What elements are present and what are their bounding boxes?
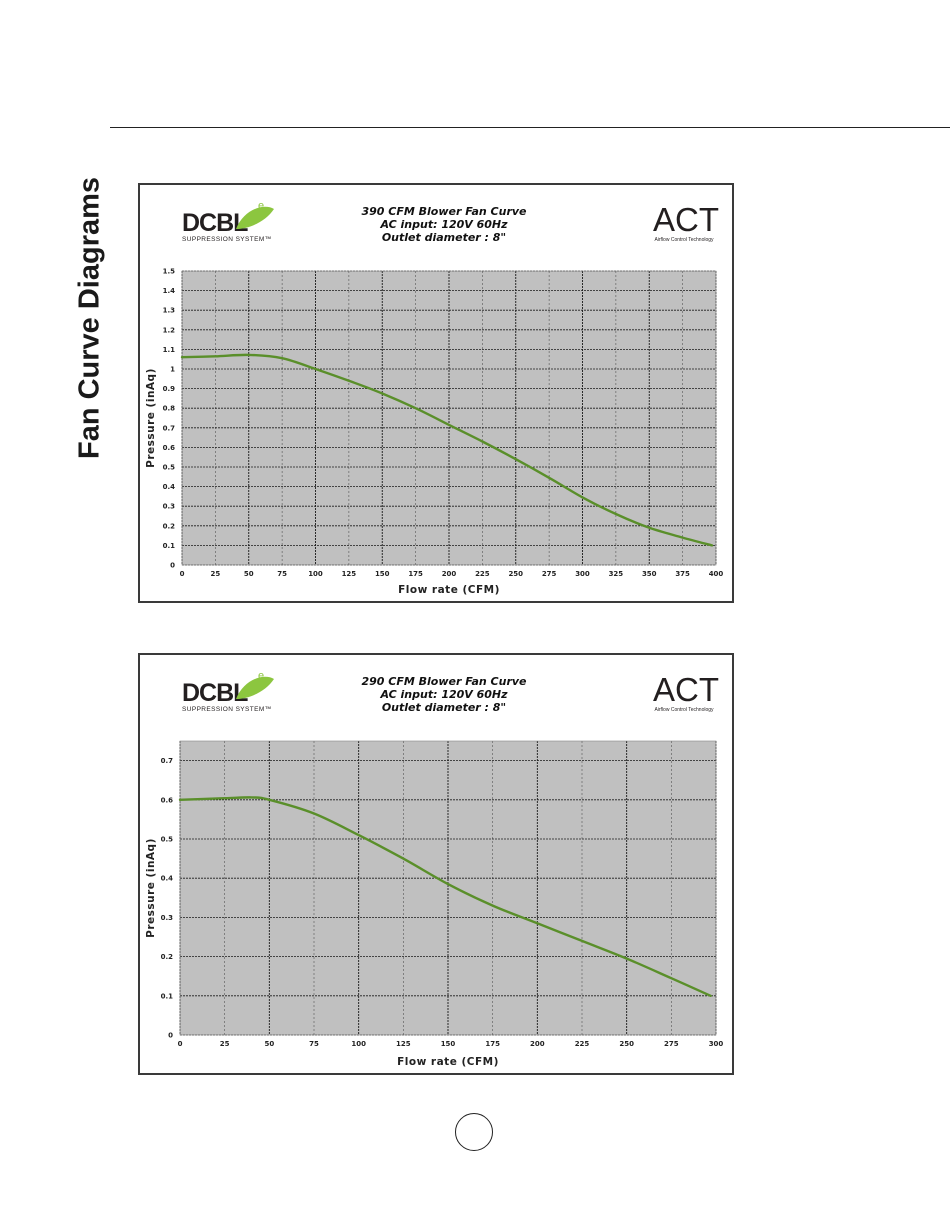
act-tagline: Airflow Control Technology bbox=[654, 237, 714, 243]
x-tick-label: 275 bbox=[542, 570, 557, 578]
y-tick-label: 1.1 bbox=[163, 346, 176, 354]
x-tick-label: 50 bbox=[244, 570, 254, 578]
chart-title: 390 CFM Blower Fan Curve bbox=[361, 205, 527, 218]
x-tick-label: 300 bbox=[575, 570, 590, 578]
y-tick-label: 0.4 bbox=[163, 483, 176, 491]
y-tick-label: 0.6 bbox=[161, 796, 174, 804]
y-tick-label: 0.7 bbox=[161, 757, 174, 765]
gridlines bbox=[181, 270, 717, 566]
y-tick-label: 0.1 bbox=[163, 542, 176, 550]
y-tick-label: 1 bbox=[170, 366, 175, 374]
x-tick-label: 250 bbox=[508, 570, 523, 578]
x-tick-label: 175 bbox=[485, 1040, 500, 1048]
y-tick-label: 0.7 bbox=[163, 424, 176, 432]
fan-curve-line bbox=[178, 796, 712, 997]
x-tick-label: 200 bbox=[442, 570, 457, 578]
y-tick-label: 1.4 bbox=[163, 287, 176, 295]
page-number-circle bbox=[455, 1113, 493, 1151]
x-tick-label: 275 bbox=[664, 1040, 679, 1048]
chart-title: 290 CFM Blower Fan Curve bbox=[361, 675, 527, 688]
y-tick-label: 0.6 bbox=[163, 444, 176, 452]
chart-subtitle-line: Outlet diameter : 8" bbox=[382, 231, 506, 244]
y-tick-label: 0.5 bbox=[163, 464, 176, 472]
leaf-icon bbox=[236, 206, 274, 229]
y-tick-label: 0 bbox=[168, 1032, 173, 1040]
y-tick-label: 0.4 bbox=[161, 875, 174, 883]
y-tick-label: 1.5 bbox=[163, 268, 176, 276]
act-tagline: Airflow Control Technology bbox=[654, 707, 714, 713]
chart-subtitle-line: AC input: 120V 60Hz bbox=[379, 218, 508, 231]
y-tick-label: 0.9 bbox=[163, 385, 176, 393]
x-tick-label: 225 bbox=[575, 1040, 590, 1048]
dcbl-superscript: e bbox=[258, 670, 264, 682]
chart-subtitle-line: Outlet diameter : 8" bbox=[382, 701, 506, 714]
y-tick-label: 0.1 bbox=[161, 992, 174, 1000]
x-tick-label: 150 bbox=[375, 570, 390, 578]
x-tick-label: 400 bbox=[709, 570, 724, 578]
fan-curve-line bbox=[180, 353, 714, 547]
x-tick-label: 200 bbox=[530, 1040, 545, 1048]
page-heading: Fan Curve Diagrams bbox=[73, 176, 106, 460]
dcbl-logo-text: DCBL bbox=[182, 209, 248, 237]
x-tick-label: 25 bbox=[211, 570, 221, 578]
y-axis-label: Pressure (inAq) bbox=[145, 368, 157, 468]
leaf-icon bbox=[236, 676, 274, 699]
y-axis-label: Pressure (inAq) bbox=[145, 838, 157, 938]
y-tick-label: 0.3 bbox=[163, 503, 176, 511]
act-logo-text: ACT bbox=[653, 671, 719, 708]
x-tick-label: 0 bbox=[178, 1040, 183, 1048]
x-tick-label: 300 bbox=[709, 1040, 724, 1048]
y-tick-label: 0.8 bbox=[163, 405, 176, 413]
y-tick-label: 1.3 bbox=[163, 307, 176, 315]
x-tick-label: 100 bbox=[351, 1040, 366, 1048]
x-tick-label: 175 bbox=[408, 570, 423, 578]
fan-curve-chart-390: DCBL e SUPPRESSION SYSTEM™ ACT Airflow Contr… bbox=[138, 183, 734, 603]
x-tick-label: 375 bbox=[675, 570, 690, 578]
dcbl-tagline: SUPPRESSION SYSTEM™ bbox=[182, 706, 272, 713]
x-tick-label: 225 bbox=[475, 570, 490, 578]
x-axis-label: Flow rate (CFM) bbox=[398, 584, 500, 596]
y-tick-label: 0.5 bbox=[161, 836, 174, 844]
x-tick-label: 150 bbox=[441, 1040, 456, 1048]
x-tick-label: 0 bbox=[180, 570, 185, 578]
chart-subtitle-line: AC input: 120V 60Hz bbox=[379, 688, 508, 701]
x-tick-label: 75 bbox=[277, 570, 287, 578]
x-tick-label: 125 bbox=[396, 1040, 411, 1048]
plot-border bbox=[179, 740, 717, 1036]
dcbl-superscript: e bbox=[258, 200, 264, 212]
y-tick-label: 1.2 bbox=[163, 326, 176, 334]
x-tick-label: 250 bbox=[619, 1040, 634, 1048]
x-tick-label: 125 bbox=[342, 570, 357, 578]
dcbl-logo-text: DCBL bbox=[182, 679, 248, 707]
dcbl-tagline: SUPPRESSION SYSTEM™ bbox=[182, 236, 272, 243]
act-logo-text: ACT bbox=[653, 201, 719, 238]
x-tick-label: 25 bbox=[220, 1040, 230, 1048]
x-tick-label: 50 bbox=[264, 1040, 274, 1048]
x-tick-label: 75 bbox=[309, 1040, 319, 1048]
plot-border bbox=[181, 270, 717, 566]
fan-curve-chart-290: DCBL e SUPPRESSION SYSTEM™ ACT Airflow Contr… bbox=[138, 653, 734, 1075]
x-tick-label: 350 bbox=[642, 570, 657, 578]
y-tick-label: 0.2 bbox=[161, 953, 174, 961]
y-tick-label: 0 bbox=[170, 562, 175, 570]
dcbl-logo: DCBL e SUPPRESSION SYSTEM™ bbox=[182, 670, 274, 713]
x-tick-label: 100 bbox=[308, 570, 323, 578]
y-tick-label: 0.3 bbox=[161, 914, 174, 922]
y-tick-label: 0.2 bbox=[163, 522, 176, 530]
dcbl-logo: DCBL e SUPPRESSION SYSTEM™ bbox=[182, 200, 274, 243]
header-rule bbox=[110, 127, 950, 128]
x-tick-label: 325 bbox=[609, 570, 624, 578]
x-axis-label: Flow rate (CFM) bbox=[397, 1056, 499, 1068]
